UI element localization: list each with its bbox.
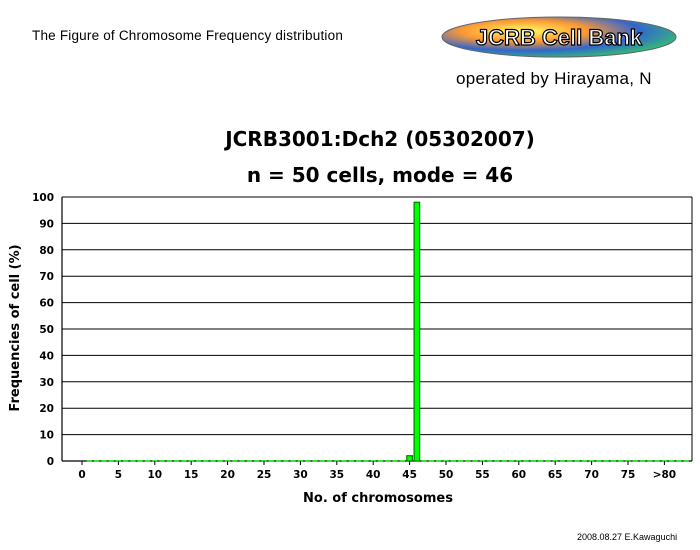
x-tick-label: 15 — [184, 469, 199, 481]
y-tick-label: 100 — [32, 192, 54, 204]
y-tick-label: 50 — [39, 324, 54, 336]
x-tick-label: 55 — [475, 469, 490, 481]
y-tick-label: 60 — [39, 298, 54, 310]
logo-text: JCRB Cell Bank — [476, 25, 643, 50]
x-tick-label: 50 — [439, 469, 454, 481]
chart-title: JCRB3001:Dch2 (05302007) — [223, 127, 535, 151]
chart-subtitle: n = 50 cells, mode = 46 — [247, 163, 513, 187]
x-tick-label: 60 — [511, 469, 526, 481]
y-tick-label: 0 — [47, 456, 54, 468]
plot-area: 0 10 20 30 40 50 60 70 80 90 100 0 5 10 15 20 25 30 35 40 45… — [32, 192, 693, 481]
x-tick-label: 30 — [293, 469, 308, 481]
y-tick-label: 30 — [39, 377, 54, 389]
y-axis-label: Frequencies of cell (%) — [8, 244, 23, 411]
y-tick-label: 90 — [39, 218, 54, 230]
operator-credit: operated by Hirayama, N — [456, 69, 652, 88]
y-tick-label: 80 — [39, 245, 54, 257]
bar-46 — [413, 201, 421, 462]
x-tick-label: 75 — [621, 469, 636, 481]
x-tick-label: 5 — [115, 469, 122, 481]
x-tick-label: 70 — [584, 469, 599, 481]
x-tick-label: >80 — [653, 469, 676, 481]
chromosome-frequency-chart: JCRB3001:Dch2 (05302007) n = 50 cells, m… — [8, 127, 693, 506]
y-tick-label: 10 — [39, 430, 54, 442]
y-tick-label: 20 — [39, 403, 54, 415]
y-tick-label: 40 — [39, 350, 54, 362]
x-tick-label: 10 — [147, 469, 162, 481]
jcrb-logo: JCRB Cell Bank — [441, 16, 677, 58]
x-axis-label: No. of chromosomes — [303, 491, 453, 506]
x-tick-label: 35 — [329, 469, 344, 481]
figure-heading: The Figure of Chromosome Frequency distr… — [32, 28, 344, 43]
bar-45 — [406, 455, 413, 462]
x-tick-label: 0 — [78, 469, 85, 481]
x-tick-label: 65 — [548, 469, 563, 481]
x-tick-label: 25 — [257, 469, 272, 481]
footer-credit: 2008.08.27 E.Kawaguchi — [577, 532, 678, 542]
y-tick-label: 70 — [39, 271, 54, 283]
x-tick-label: 20 — [220, 469, 235, 481]
x-tick-label: 40 — [366, 469, 381, 481]
x-tick-label: 45 — [402, 469, 417, 481]
